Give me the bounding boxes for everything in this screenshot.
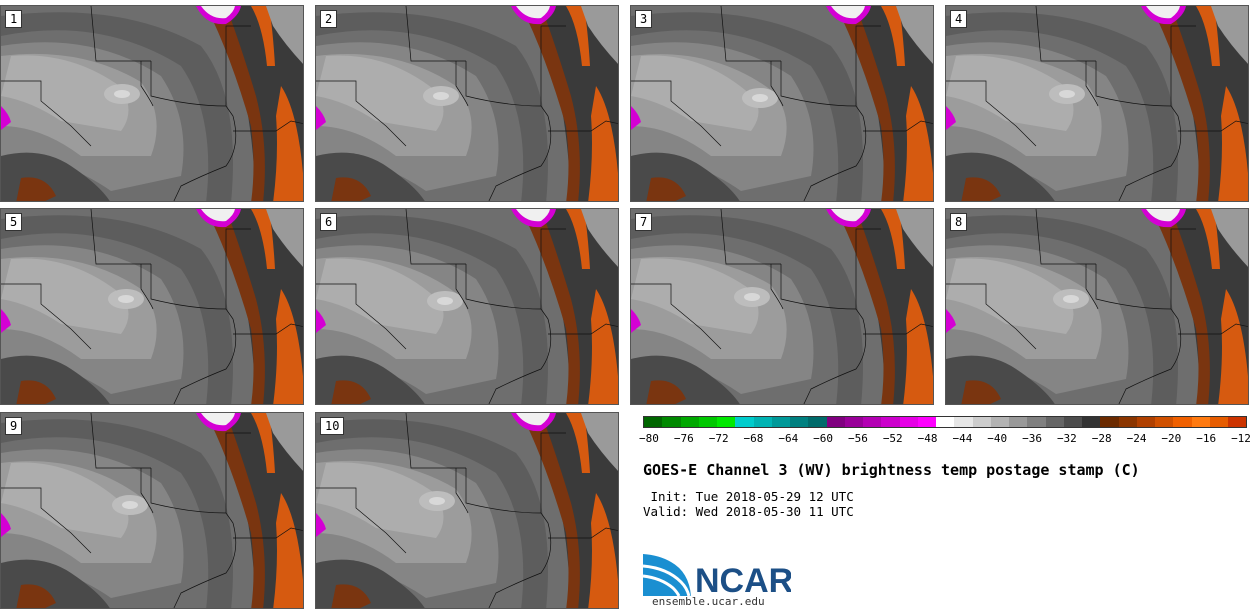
- colorbar-swatch: [735, 417, 754, 427]
- colorbar: [643, 416, 1247, 428]
- colorbar-swatch: [1045, 417, 1064, 427]
- colorbar-swatch: [790, 417, 809, 427]
- colorbar-swatch: [808, 417, 827, 427]
- logo-text: NCAR: [695, 562, 791, 598]
- map-panel: 3: [630, 5, 934, 202]
- colorbar-tick-label: −80: [639, 432, 659, 445]
- ncar-logo: NCAR: [642, 554, 791, 598]
- colorbar-swatch: [1155, 417, 1174, 427]
- colorbar-tick-label: −28: [1091, 432, 1112, 445]
- colorbar-swatch: [771, 417, 790, 427]
- colorbar-tick-label: −36: [1022, 432, 1042, 445]
- colorbar-swatch: [1191, 417, 1210, 427]
- colorbar-tick-label: −56: [848, 432, 868, 445]
- colorbar-swatch: [990, 417, 1009, 427]
- colorbar-swatch: [899, 417, 918, 427]
- map-panel: 6: [315, 208, 619, 405]
- colorbar-swatch: [1100, 417, 1119, 427]
- colorbar-swatch: [717, 417, 736, 427]
- logo-url: ensemble.ucar.edu: [652, 595, 765, 608]
- colorbar-swatch: [881, 417, 900, 427]
- valid-time: Valid: Wed 2018-05-30 11 UTC: [643, 504, 854, 519]
- figure-title: GOES-E Channel 3 (WV) brightness temp po…: [643, 461, 1140, 479]
- colorbar-tick-label: −68: [743, 432, 764, 445]
- colorbar-tick-label: −52: [882, 432, 903, 445]
- panel-number-label: 10: [320, 417, 345, 435]
- panel-number-label: 9: [5, 417, 23, 435]
- colorbar-swatch: [680, 417, 699, 427]
- colorbar-swatch: [698, 417, 717, 427]
- colorbar-tick-label: −48: [917, 432, 938, 445]
- colorbar-tick-label: −32: [1056, 432, 1077, 445]
- colorbar-swatch: [753, 417, 772, 427]
- colorbar-tick-label: −12: [1231, 432, 1251, 445]
- colorbar-swatch: [1209, 417, 1228, 427]
- colorbar-tick-label: −60: [813, 432, 834, 445]
- panel-number-label: 8: [950, 213, 968, 231]
- colorbar-swatch: [1118, 417, 1137, 427]
- colorbar-swatch: [1228, 417, 1247, 427]
- panel-number-label: 3: [635, 10, 653, 28]
- colorbar-tick-labels: −80 −76 −72 −68 −64 −60 −56 −52 −48 −44 −40 −36 −32 −…: [639, 432, 1251, 446]
- colorbar-swatch: [844, 417, 863, 427]
- map-panel: 8: [945, 208, 1249, 405]
- panel-number-label: 6: [320, 213, 338, 231]
- colorbar-swatch: [972, 417, 991, 427]
- colorbar-swatch: [644, 417, 663, 427]
- colorbar-tick-label: −72: [708, 432, 729, 445]
- map-panel: 5: [0, 208, 304, 405]
- panel-number-label: 1: [5, 10, 23, 28]
- panel-number-label: 5: [5, 213, 23, 231]
- colorbar-swatch: [936, 417, 955, 427]
- map-panel: 7: [630, 208, 934, 405]
- colorbar-tick-label: −16: [1196, 432, 1217, 445]
- colorbar-tick-label: −24: [1126, 432, 1147, 445]
- colorbar-swatch: [954, 417, 973, 427]
- panel-number-label: 2: [320, 10, 338, 28]
- colorbar-swatch: [662, 417, 681, 427]
- colorbar-swatch: [863, 417, 882, 427]
- colorbar-swatch: [1063, 417, 1082, 427]
- init-time: Init: Tue 2018-05-29 12 UTC: [643, 489, 854, 504]
- colorbar-tick-label: −44: [952, 432, 973, 445]
- map-panel: 2: [315, 5, 619, 202]
- colorbar-tick-label: −76: [673, 432, 694, 445]
- map-panel: 9: [0, 412, 304, 609]
- colorbar-tick-label: −40: [987, 432, 1008, 445]
- colorbar-swatch: [1082, 417, 1101, 427]
- colorbar-swatch: [826, 417, 845, 427]
- colorbar-swatch: [1027, 417, 1046, 427]
- panel-number-label: 7: [635, 213, 653, 231]
- panel-number-label: 4: [950, 10, 968, 28]
- colorbar-tick-label: −20: [1161, 432, 1182, 445]
- map-panel: 4: [945, 5, 1249, 202]
- colorbar-swatch: [917, 417, 936, 427]
- map-panel: 10: [315, 412, 619, 609]
- colorbar-swatch: [1173, 417, 1192, 427]
- colorbar-swatch: [1009, 417, 1028, 427]
- map-panel: 1: [0, 5, 304, 202]
- colorbar-tick-label: −64: [778, 432, 799, 445]
- colorbar-swatch: [1136, 417, 1155, 427]
